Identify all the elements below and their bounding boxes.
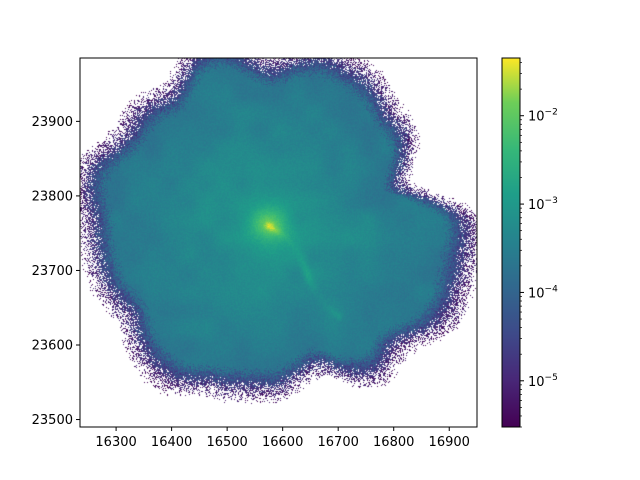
x-tick-label: 16500 — [206, 435, 247, 450]
plot-frame — [79, 57, 478, 428]
colorbar-axis: 10−2 10−3 10−4 10−5 — [520, 62, 558, 428]
y-tick-label: 23800 — [32, 189, 73, 204]
x-tick-label: 16700 — [318, 435, 359, 450]
x-tick-label: 16800 — [373, 435, 414, 450]
x-tick-label: 16400 — [151, 435, 192, 450]
y-tick-label: 23600 — [32, 339, 73, 354]
colorbar-tick-label: 10−4 — [528, 284, 558, 301]
x-tick-label: 16600 — [262, 435, 303, 450]
colorbar — [501, 57, 521, 428]
y-axis: 23500 23600 23700 23800 23900 — [32, 115, 80, 428]
y-tick-label: 23900 — [32, 115, 73, 130]
x-tick-label: 16300 — [95, 435, 136, 450]
y-tick-label: 23700 — [32, 264, 73, 279]
x-axis: 16300 16400 16500 16600 16700 16800 16900 — [95, 427, 470, 450]
colorbar-tick-label: 10−2 — [528, 108, 558, 125]
heatmap-image — [80, 58, 477, 427]
colorbar-tick-label: 10−5 — [528, 373, 558, 390]
colorbar-tick-label: 10−3 — [528, 196, 558, 213]
y-tick-label: 23500 — [32, 413, 73, 428]
x-tick-label: 16900 — [429, 435, 470, 450]
